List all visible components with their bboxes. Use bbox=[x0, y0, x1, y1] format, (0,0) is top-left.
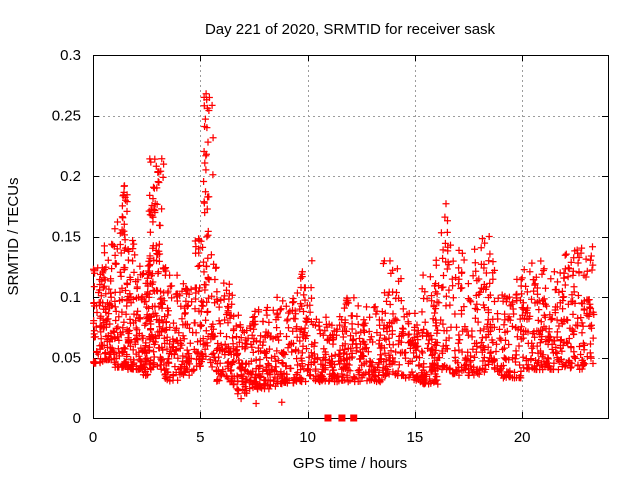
zero-square-marker bbox=[324, 414, 332, 422]
grid-lines bbox=[93, 55, 608, 418]
zero-value-markers bbox=[324, 414, 358, 422]
x-tick-label: 5 bbox=[196, 429, 204, 446]
x-tick-label: 0 bbox=[89, 429, 97, 446]
tick-labels: 0 5 10 15 20 0 0.05 0.1 0.15 0.2 0.25 0.3 bbox=[52, 47, 531, 446]
plot-border bbox=[92, 54, 610, 420]
y-tick-label: 0 bbox=[73, 410, 81, 427]
y-axis-label: SRMTID / TECUs bbox=[5, 177, 22, 295]
x-tick-label: 15 bbox=[407, 429, 424, 446]
y-tick-label: 0.25 bbox=[52, 108, 81, 125]
y-tick-label: 0.3 bbox=[60, 47, 81, 64]
chart-title: Day 221 of 2020, SRMTID for receiver sas… bbox=[205, 21, 496, 38]
y-tick-label: 0.05 bbox=[52, 350, 81, 367]
zero-square-marker bbox=[338, 414, 346, 422]
y-tick-label: 0.15 bbox=[52, 229, 81, 246]
zero-square-marker bbox=[350, 414, 358, 422]
y-tick-label: 0.1 bbox=[60, 289, 81, 306]
plot-border-and-ticks bbox=[92, 54, 610, 420]
x-tick-label: 20 bbox=[514, 429, 531, 446]
y-tick-label: 0.2 bbox=[60, 168, 81, 185]
x-tick-label: 10 bbox=[299, 429, 316, 446]
scatter-points bbox=[90, 90, 598, 407]
x-axis-label: GPS time / hours bbox=[293, 455, 407, 472]
scatter-plus-markers bbox=[90, 90, 598, 407]
